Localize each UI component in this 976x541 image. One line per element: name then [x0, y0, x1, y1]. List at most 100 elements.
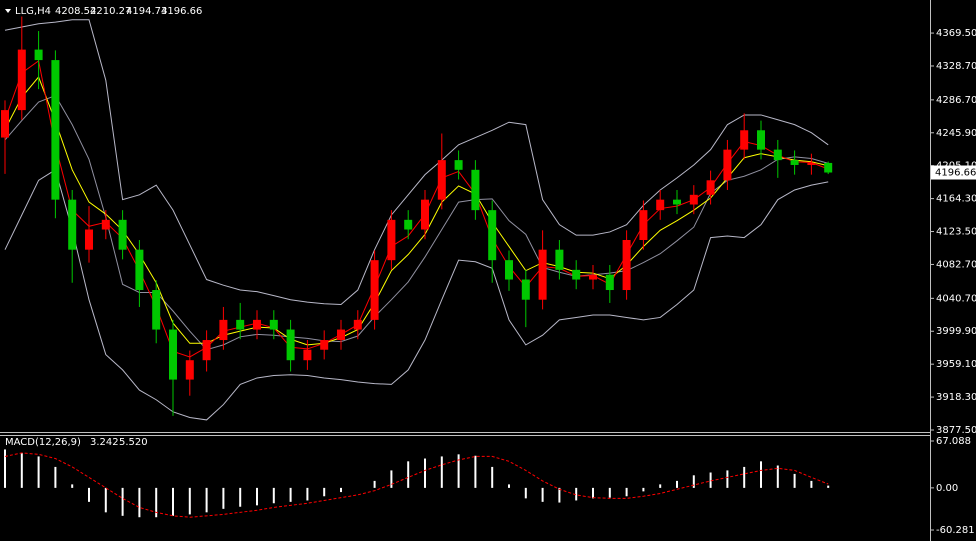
indicator-line [4, 19, 829, 306]
price-marker [931, 165, 976, 180]
histogram-bar [810, 480, 813, 488]
y-tick-label: 4164.30 [936, 194, 976, 205]
macd-label: MACD(12,26,9) [5, 437, 81, 448]
histogram-bar [440, 456, 443, 488]
candle-body [34, 49, 43, 61]
quote-close: 4196.66 [161, 6, 202, 17]
histogram-bar [608, 487, 611, 498]
candle-body [303, 349, 312, 361]
candle-body [488, 210, 497, 261]
candle-body [337, 329, 345, 341]
candle-body [68, 199, 77, 250]
histogram-bar [340, 487, 342, 493]
histogram-bar [289, 487, 292, 502]
candle-body [773, 149, 782, 161]
candle-body [286, 329, 295, 361]
candle-body [152, 290, 161, 330]
histogram-bar [457, 454, 460, 488]
quote-low: 4194.73 [126, 6, 167, 17]
candle-body [236, 319, 245, 330]
histogram-bar [88, 487, 90, 502]
histogram-bar [172, 487, 174, 516]
candle-body [85, 229, 93, 250]
histogram-bar [37, 456, 40, 488]
candle-body [807, 162, 816, 165]
candle-body [421, 199, 429, 230]
y-tick-label: 67.088 [936, 436, 971, 447]
histogram-bar [575, 487, 578, 501]
candle-body [757, 130, 765, 150]
candle-body [572, 269, 581, 280]
candle-body [370, 260, 379, 320]
candle-body [740, 130, 749, 150]
indicator-line [4, 94, 829, 351]
macd-value: 3.242 [90, 437, 119, 448]
y-tick-label: -60.281 [936, 525, 975, 536]
histogram-bar [625, 487, 628, 497]
histogram-bar [726, 470, 729, 488]
histogram-bar [54, 466, 57, 488]
histogram-bar [676, 480, 678, 488]
candle-body [437, 160, 446, 200]
histogram-bar [222, 487, 225, 509]
y-tick-label: 4123.50 [936, 227, 976, 238]
histogram-bar [407, 461, 410, 488]
candle-body [538, 249, 547, 300]
histogram-bar [541, 487, 544, 502]
candle-body [656, 199, 665, 211]
symbol: LLG,H4 [15, 6, 51, 17]
candle-body [471, 169, 480, 211]
histogram-bar [4, 449, 6, 488]
y-tick-label: 4245.90 [936, 128, 976, 139]
candle-body [605, 274, 614, 291]
candle-body [135, 249, 144, 291]
candle-body [101, 219, 110, 230]
y-tick-label: 4040.70 [936, 293, 976, 304]
candle-body [689, 194, 698, 205]
candle-body [589, 274, 597, 280]
histogram-bar [558, 487, 561, 503]
candle-body [505, 260, 513, 280]
histogram-bar [188, 487, 191, 515]
candle-body [1, 110, 9, 138]
y-tick-label: 4286.70 [936, 95, 976, 106]
y-tick-label: 3959.10 [936, 359, 976, 370]
candle-body [185, 360, 194, 380]
candle-body [673, 199, 681, 205]
histogram-bar [323, 487, 326, 497]
histogram-bar [20, 452, 23, 488]
candle-body [790, 160, 799, 165]
y-tick-label: 3877.50 [936, 425, 976, 436]
signal-line [4, 452, 829, 518]
candle-body [51, 60, 60, 200]
y-tick-label: 3999.90 [936, 326, 976, 337]
y-tick-label: 4328.70 [936, 61, 976, 72]
candle-body [555, 249, 564, 270]
histogram-bar [272, 487, 275, 504]
histogram-bar [474, 455, 477, 488]
histogram-bar [491, 466, 494, 488]
candle-body [253, 319, 261, 330]
candle-body [219, 319, 228, 341]
candle-body [387, 219, 396, 261]
histogram-bar [659, 484, 662, 488]
histogram-bar [239, 487, 242, 507]
candle-body [706, 180, 715, 195]
histogram-bar [71, 484, 74, 488]
histogram-bar [373, 480, 376, 488]
histogram-bar [692, 475, 695, 488]
candle-body [320, 340, 329, 350]
candle-body [723, 149, 732, 181]
current-price: 4196.66 [935, 168, 976, 179]
y-tick-label: 4082.70 [936, 259, 976, 270]
histogram-bar [121, 487, 124, 516]
histogram-bar [256, 487, 258, 506]
signal-value: 5.520 [119, 437, 148, 448]
candle-body [404, 219, 413, 230]
histogram-bar [306, 487, 309, 501]
candle-body [639, 210, 648, 241]
histogram-bar [524, 487, 527, 499]
candle-body [118, 219, 127, 250]
